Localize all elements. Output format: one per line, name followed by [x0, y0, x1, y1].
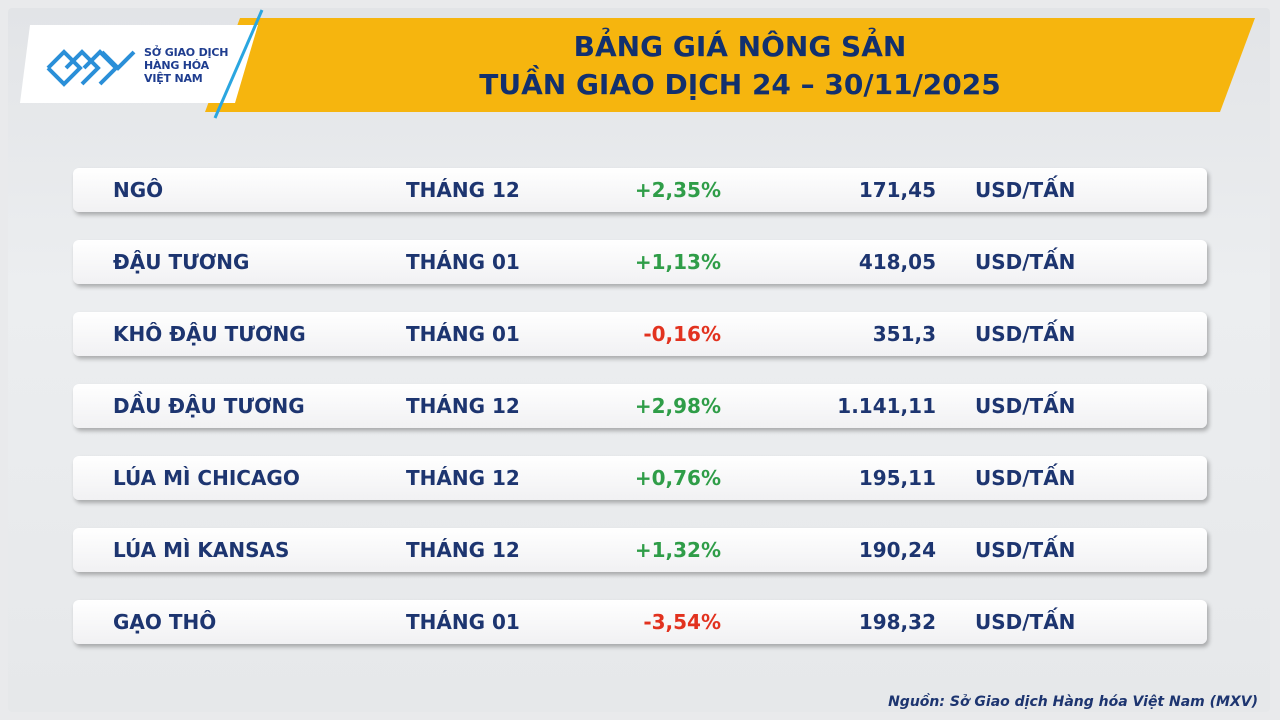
price: 190,24 [858, 538, 936, 562]
change: +2,98% [634, 394, 721, 418]
table-row: LÚA MÌ CHICAGO THÁNG 12 +0,76% 195,11 USD/TẤ… [73, 456, 1207, 500]
unit: USD/TẤN [975, 322, 1076, 346]
commodity: ĐẬU TƯƠNG [113, 250, 250, 274]
commodity: DẦU ĐẬU TƯƠNG [113, 394, 305, 418]
change: -0,16% [643, 322, 721, 346]
change: +1,13% [634, 250, 721, 274]
commodity: LÚA MÌ KANSAS [113, 538, 290, 562]
title-banner [205, 18, 1255, 112]
logo-line: VIỆT NAM [144, 72, 203, 85]
table-row: LÚA MÌ KANSAS THÁNG 12 +1,32% 190,24 USD/TẤN [73, 528, 1207, 572]
contract-month: THÁNG 12 [406, 466, 520, 490]
unit: USD/TẤN [975, 250, 1076, 274]
logo-line: HÀNG HÓA [144, 59, 209, 72]
price: 171,45 [858, 178, 936, 202]
contract-month: THÁNG 12 [406, 178, 520, 202]
price: 1.141,11 [837, 394, 936, 418]
contract-month: THÁNG 01 [406, 322, 520, 346]
price: 351,3 [872, 322, 936, 346]
title-line: BẢNG GIÁ NÔNG SẢN [573, 30, 907, 63]
table-row: ĐẬU TƯƠNG THÁNG 01 +1,13% 418,05 USD/TẤN [73, 240, 1207, 284]
change: +1,32% [634, 538, 721, 562]
table-row: DẦU ĐẬU TƯƠNG THÁNG 12 +2,98% 1.141,11 USD/T… [73, 384, 1207, 428]
table-row: GẠO THÔ THÁNG 01 -3,54% 198,32 USD/TẤN [73, 600, 1207, 644]
stripe [213, 9, 264, 119]
unit: USD/TẤN [975, 610, 1076, 634]
header-decoration [20, 9, 1255, 119]
price: 195,11 [858, 466, 936, 490]
unit: USD/TẤN [975, 178, 1076, 202]
contract-month: THÁNG 01 [406, 250, 520, 274]
price: 418,05 [858, 250, 936, 274]
change: +2,35% [634, 178, 721, 202]
change: +0,76% [634, 466, 721, 490]
contract-month: THÁNG 12 [406, 538, 520, 562]
commodity: KHÔ ĐẬU TƯƠNG [113, 322, 306, 346]
contract-month: THÁNG 01 [406, 610, 520, 634]
title: BẢNG GIÁ NÔNG SẢN TUẦN GIAO DỊCH 24 – 30… [300, 28, 1180, 104]
price: 198,32 [858, 610, 936, 634]
source: Nguồn: Sở Giao dịch Hàng hóa Việt Nam (M… [888, 694, 1258, 710]
logo-icon [46, 49, 136, 87]
logo-panel [20, 25, 258, 103]
table-row: KHÔ ĐẬU TƯƠNG THÁNG 01 -0,16% 351,3 USD/TẤN [73, 312, 1207, 356]
unit: USD/TẤN [975, 538, 1076, 562]
commodity: LÚA MÌ CHICAGO [113, 466, 300, 490]
commodity: GẠO THÔ [113, 610, 217, 634]
logo-line: SỞ GIAO DỊCH [144, 46, 229, 59]
unit: USD/TẤN [975, 394, 1076, 418]
background [8, 8, 1270, 712]
title-line: TUẦN GIAO DỊCH 24 – 30/11/2025 [479, 68, 1001, 101]
change: -3,54% [643, 610, 721, 634]
table-row: NGÔ THÁNG 12 +2,35% 171,45 USD/TẤN [73, 168, 1207, 212]
logo-text: SỞ GIAO DỊCH HÀNG HÓA VIỆT NAM [144, 46, 228, 85]
commodity: NGÔ [113, 178, 164, 202]
contract-month: THÁNG 12 [406, 394, 520, 418]
unit: USD/TẤN [975, 466, 1076, 490]
